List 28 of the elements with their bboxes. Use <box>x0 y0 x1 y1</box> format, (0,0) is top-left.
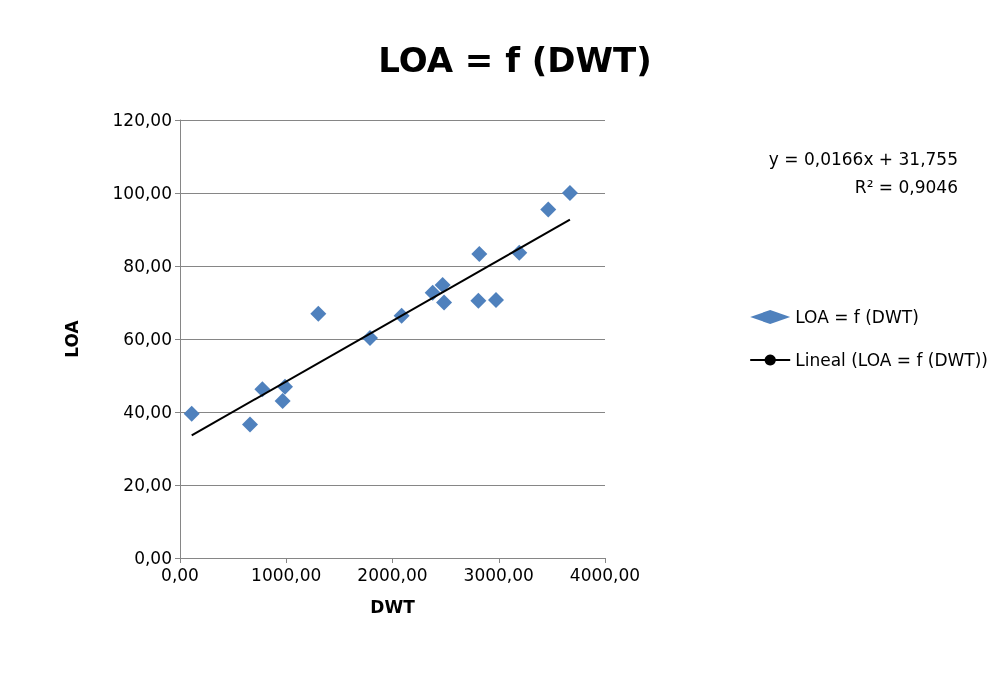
point <box>436 294 453 311</box>
y-tick-label: 60,00 <box>123 329 172 349</box>
y-axis-title: LOA <box>61 319 82 358</box>
y-tick-label: 100,00 <box>112 183 172 203</box>
x-tick-label: 4000,00 <box>569 564 641 585</box>
y-tick-label: 80,00 <box>123 256 172 276</box>
x-tick-label: 3000,00 <box>463 564 534 585</box>
legend-label: Lineal (LOA = f (DWT)) <box>795 350 989 370</box>
x-tick-label: 2000,00 <box>357 564 428 585</box>
y-tick-label: 40,00 <box>123 402 172 422</box>
x-axis-title: DWT <box>370 596 416 617</box>
chart-title: LOA = f (DWT) <box>378 40 652 80</box>
point <box>487 291 504 308</box>
point <box>470 292 487 309</box>
point <box>471 245 488 262</box>
point <box>434 276 451 293</box>
text: R² = 0,9046 <box>854 176 958 197</box>
y-tick-label: 120,00 <box>112 110 172 130</box>
legend-label: LOA = f (DWT) <box>795 307 919 327</box>
point <box>274 393 291 410</box>
point <box>540 201 557 218</box>
x-tick-label: 1000,00 <box>251 564 322 585</box>
point <box>561 185 578 201</box>
point <box>242 416 259 433</box>
point <box>183 405 200 422</box>
text: y = 0,0166x + 31,755 <box>768 148 959 169</box>
point <box>310 305 327 322</box>
y-tick-label: 20,00 <box>123 475 172 495</box>
